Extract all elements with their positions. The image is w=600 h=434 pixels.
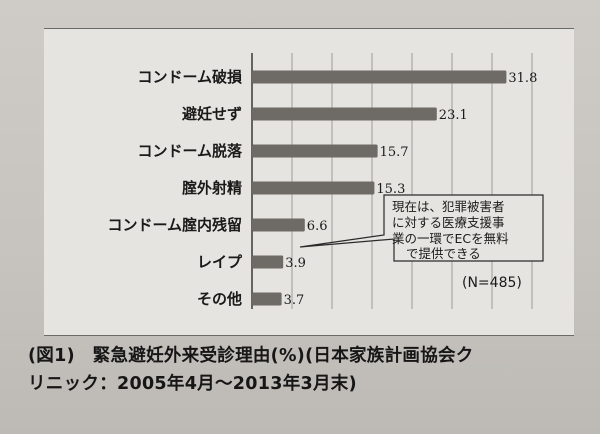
category-label-1: 避妊せず — [182, 105, 242, 123]
bar-1 — [252, 107, 437, 121]
callout-line-4: で提供できる — [406, 246, 481, 261]
figure-caption: (図1) 緊急避妊外来受診理由(%)(日本家族計画協会ク リニック：2005年4… — [28, 342, 588, 398]
callout-line-3: 業の一環でECを無料 — [392, 231, 509, 246]
bar-0 — [252, 70, 507, 84]
bar-3 — [252, 181, 375, 195]
value-label-1: 23.1 — [439, 108, 468, 123]
caption-line-1: (図1) 緊急避妊外来受診理由(%)(日本家族計画協会ク — [28, 346, 474, 366]
bar-6 — [252, 292, 282, 306]
caption-line-2: リニック：2005年4月〜2013年3月末) — [28, 374, 357, 394]
callout-box — [299, 194, 544, 262]
category-label-0: コンドーム破損 — [137, 68, 243, 86]
sample-size-label: (N=485) — [462, 275, 522, 291]
callout-line-2: に対する医療支援事 — [392, 215, 505, 230]
chart-panel: コンドーム破損避妊せずコンドーム脱落腟外射精コンドーム腟内残留レイプその他 31… — [44, 28, 574, 336]
value-label-3: 15.3 — [376, 182, 405, 197]
category-label-4: コンドーム腟内残留 — [107, 216, 242, 234]
category-label-6: その他 — [197, 290, 242, 308]
value-label-0: 31.8 — [508, 71, 537, 86]
value-label-6: 3.7 — [284, 293, 305, 308]
callout-line-1: 現在は、犯罪被害者 — [392, 199, 505, 214]
value-label-2: 15.7 — [380, 145, 409, 160]
callout: 現在は、犯罪被害者 に対する医療支援事 業の一環でECを無料 で提供できる — [299, 194, 544, 262]
value-label-5: 3.9 — [285, 256, 306, 271]
category-label-3: 腟外射精 — [182, 179, 242, 197]
bar-2 — [252, 144, 378, 158]
bar-4 — [252, 218, 305, 232]
category-label-2: コンドーム脱落 — [137, 142, 243, 160]
category-label-5: レイプ — [197, 253, 243, 271]
bar-5 — [252, 255, 284, 269]
value-label-4: 6.6 — [307, 219, 328, 234]
